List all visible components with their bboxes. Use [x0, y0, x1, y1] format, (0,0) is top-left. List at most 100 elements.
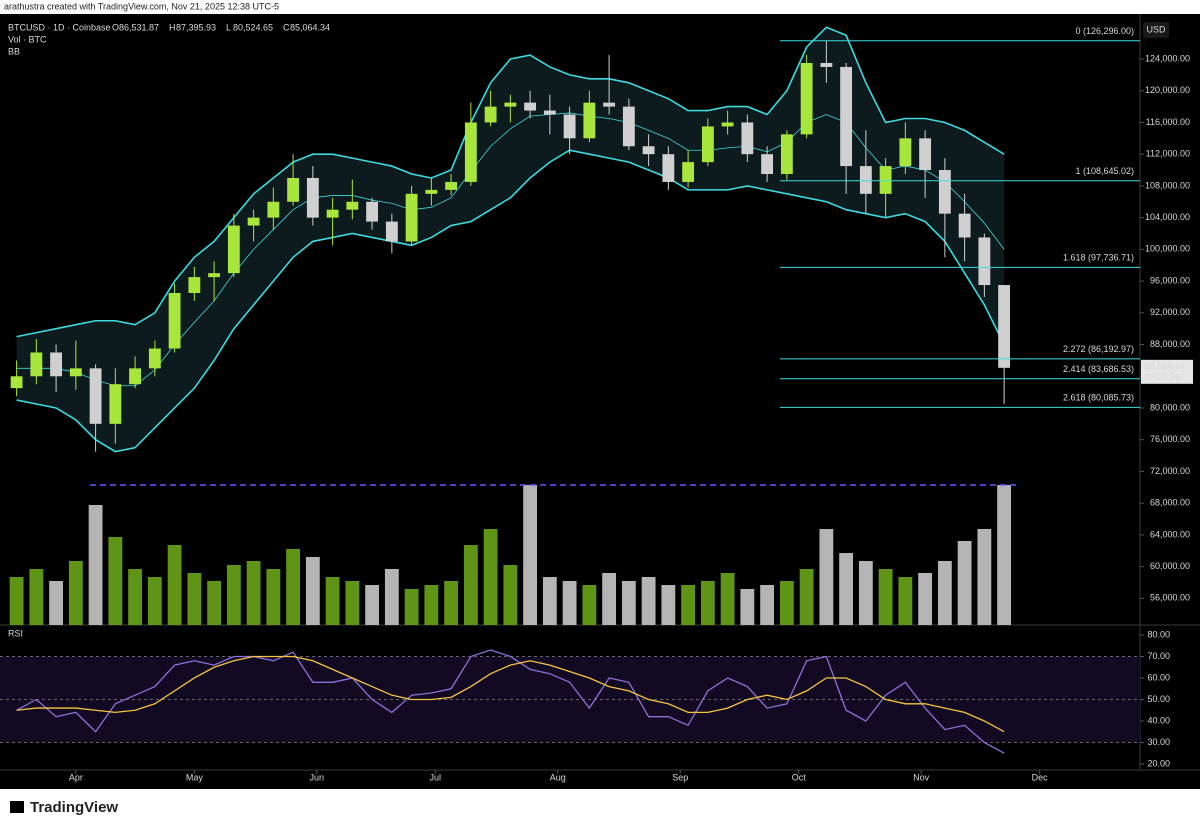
candle-body [859, 166, 872, 194]
volume-bar [167, 545, 182, 625]
y-tick-label: 56,000.00 [1150, 593, 1190, 603]
candle-body [227, 225, 240, 274]
candle-body [780, 134, 793, 175]
volume-bar [384, 569, 399, 625]
bb-basis [16, 112, 1005, 387]
candle-body [682, 162, 695, 182]
price-tag: 85,064.34 [1145, 361, 1185, 371]
currency: USD [1146, 24, 1166, 34]
bb-upper [16, 26, 1005, 338]
y-tick-label: 88,000.00 [1150, 339, 1190, 349]
y-tick-label: 92,000.00 [1150, 307, 1190, 317]
ohlc-key: H [169, 22, 176, 32]
rsi-ma [16, 655, 1005, 733]
volume-bar [483, 529, 498, 625]
volume-bar [29, 569, 44, 625]
volume-bar [68, 561, 83, 625]
volume-bar [641, 577, 656, 625]
candle-body [800, 62, 813, 135]
ohlc-value: 86,531.87 [119, 22, 159, 32]
x-tick-label: Dec [1032, 772, 1049, 782]
volume-label: Vol · BTC [8, 34, 47, 44]
symbol: BTCUSD · 1D · Coinbase [8, 22, 111, 32]
y-tick-label: 104,000.00 [1145, 212, 1190, 222]
ohlc-key: C [283, 22, 290, 32]
candle-body [583, 102, 596, 139]
fib-label: 1 (108,645.02) [1075, 166, 1134, 176]
x-tick-label: Nov [913, 772, 930, 782]
volume-bar [187, 573, 202, 625]
bb-label: BB [8, 46, 20, 56]
candle-body [524, 102, 537, 111]
volume-bar [760, 585, 775, 625]
candle-body [938, 170, 951, 214]
volume-bar [819, 529, 834, 625]
candle-body [741, 122, 754, 155]
volume-bar [839, 553, 854, 625]
candle-body [148, 348, 161, 369]
volume-bar [700, 581, 715, 625]
candle-body [50, 352, 63, 377]
volume-bar [997, 485, 1012, 625]
volume-bar [562, 581, 577, 625]
y-tick-label: 124,000.00 [1145, 53, 1190, 63]
volume-bar [523, 485, 538, 625]
rsi-tick-label: 50.00 [1147, 694, 1170, 704]
candle-body [563, 114, 576, 139]
rsi-values [16, 649, 1005, 754]
header: arathustra created with TradingView.com,… [4, 1, 279, 11]
rsi-label: RSI [8, 628, 23, 638]
ohlc-key: L [226, 22, 231, 32]
volume-bar [878, 569, 893, 625]
candle-body [385, 221, 398, 242]
logo: TradingView [10, 799, 118, 816]
volume-bar [858, 561, 873, 625]
volume-bar [740, 589, 755, 625]
candle-body [603, 102, 616, 107]
y-tick-label: 64,000.00 [1150, 529, 1190, 539]
volume-bar [977, 529, 992, 625]
rsi-tick-label: 70.00 [1147, 651, 1170, 661]
candle-body [642, 146, 655, 155]
y-tick-label: 116,000.00 [1146, 117, 1190, 127]
fib-label: 2.272 (86,192.97) [1063, 344, 1134, 354]
price-tag-box [1141, 359, 1193, 384]
x-tick-label: Sep [672, 772, 688, 782]
volume-bar [88, 505, 103, 625]
volume-bar [345, 581, 360, 625]
x-tick-label: Jul [430, 772, 442, 782]
fib-label: 0 (126,296.00) [1075, 26, 1134, 36]
volume-bar [582, 585, 597, 625]
volume-bar [957, 541, 972, 625]
volume-bar [779, 581, 794, 625]
candle-body [366, 201, 379, 222]
candle-body [484, 106, 497, 123]
y-tick-label: 100,000.00 [1145, 244, 1190, 254]
candle-body [168, 292, 181, 349]
candle-body [405, 193, 418, 242]
candle-body [69, 368, 82, 377]
candle-body [267, 201, 280, 218]
volume-bar [325, 577, 340, 625]
rsi-tick-label: 80.00 [1147, 629, 1170, 639]
volume-bar [246, 561, 261, 625]
volume-bar [463, 545, 478, 625]
candle-body [188, 277, 201, 293]
x-tick-label: May [186, 772, 204, 782]
volume-bar [937, 561, 952, 625]
candle-body [326, 209, 339, 218]
candle-body [208, 273, 221, 278]
candle-body [287, 177, 300, 202]
volume-bar [9, 577, 24, 625]
volume-bar [621, 581, 636, 625]
volume-bar [503, 565, 518, 625]
candle-body [129, 368, 142, 385]
volume-bar [602, 573, 617, 625]
candle-body [504, 102, 517, 107]
volume-bar [424, 585, 439, 625]
candle-body [879, 166, 892, 194]
x-tick-label: Apr [69, 772, 83, 782]
candle-body [622, 106, 635, 147]
volume-bar [305, 557, 320, 625]
